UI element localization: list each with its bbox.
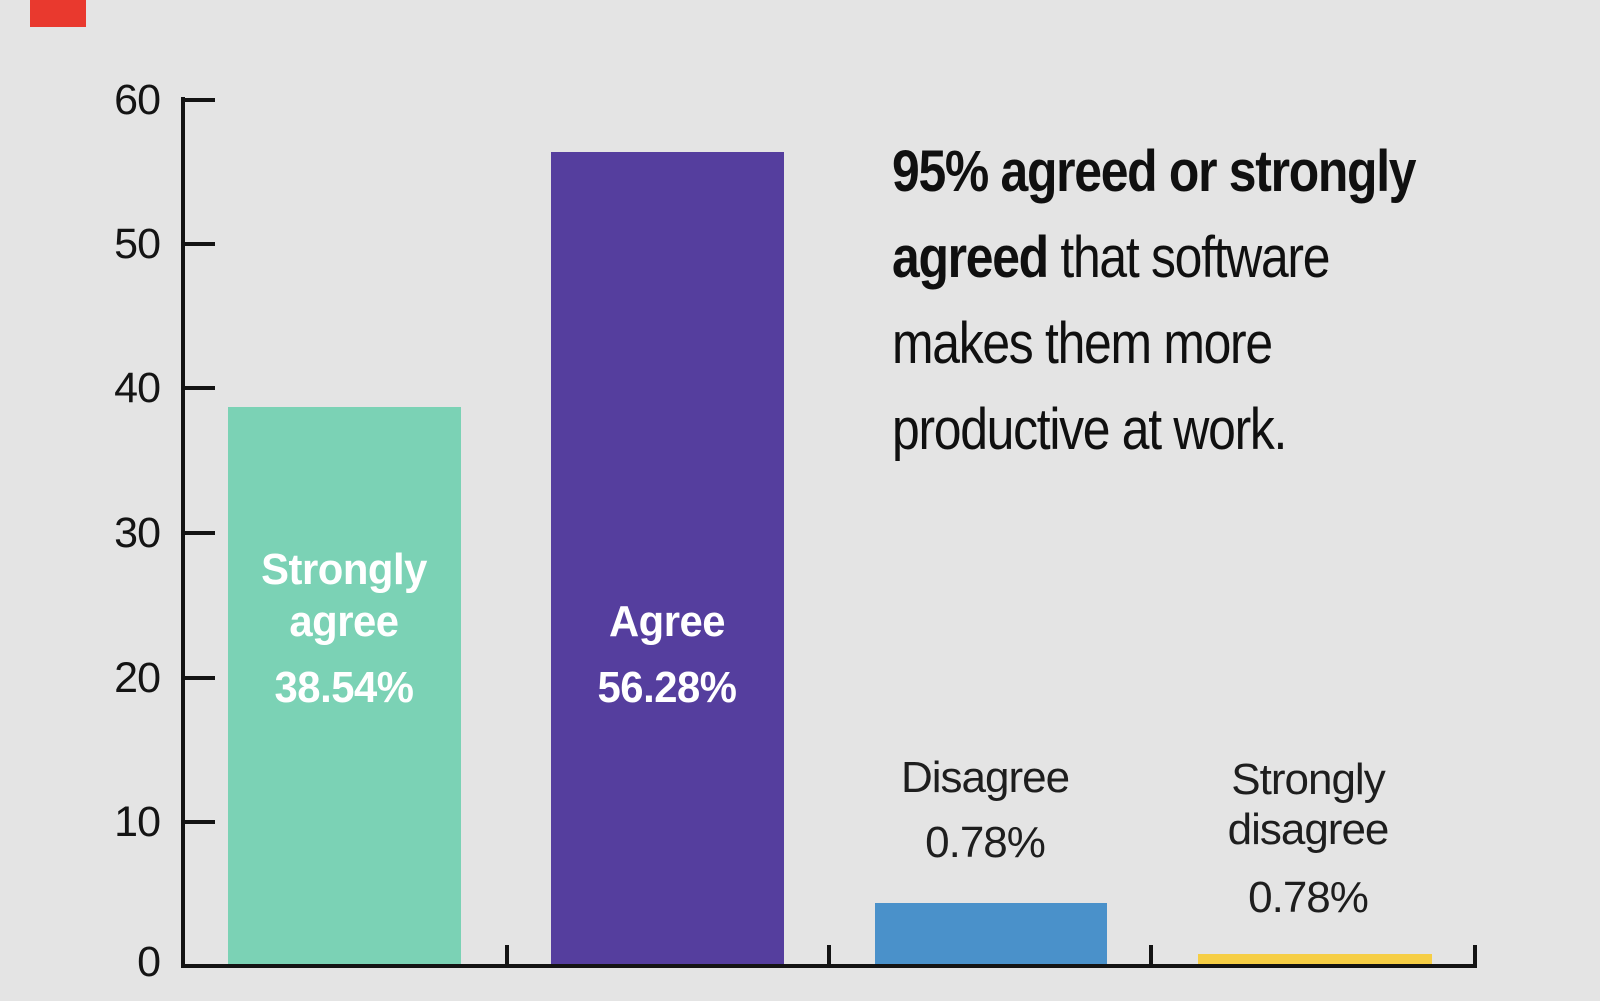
bar-label-agree: Agree: [608, 597, 726, 646]
bar-label-disagree: Disagree: [900, 753, 1070, 802]
y-axis-tick: [185, 242, 215, 246]
headline-line: makes them more: [892, 301, 1415, 387]
bar-label-disagree: 0.78%: [925, 818, 1046, 867]
y-tick-label: 60: [114, 76, 161, 124]
x-axis-tick: [505, 945, 509, 964]
bar-disagree: [875, 903, 1107, 964]
y-axis-tick: [185, 820, 215, 824]
headline-regular-segment: makes them more: [892, 311, 1273, 376]
bar-agree: [551, 152, 784, 964]
bar-label-strongly-disagree: 0.78%: [1248, 873, 1369, 922]
y-axis-tick: [185, 676, 215, 680]
y-axis-line: [181, 97, 185, 968]
y-axis-tick: [185, 386, 215, 390]
red-marker-box: [30, 0, 86, 27]
headline-line: productive at work.: [892, 387, 1415, 473]
x-axis-tick: [1473, 945, 1477, 964]
y-axis-tick: [185, 98, 215, 102]
bar-label-strongly-agree: agree: [289, 597, 399, 646]
x-axis-tick: [1149, 945, 1153, 964]
y-tick-label: 40: [114, 364, 161, 412]
y-axis-tick: [185, 531, 215, 535]
x-axis-line: [181, 964, 1477, 968]
bar-strongly-disagree: [1198, 954, 1432, 964]
bar-label-strongly-agree: Strongly: [261, 545, 427, 594]
bar-label-strongly-agree: 38.54%: [274, 663, 414, 712]
y-tick-label: 30: [114, 509, 161, 557]
y-tick-label: 0: [137, 938, 161, 986]
y-tick-label: 50: [114, 220, 161, 268]
bar-label-strongly-disagree: Strongly: [1231, 755, 1385, 804]
bar-label-strongly-disagree: disagree: [1227, 805, 1390, 854]
y-tick-label: 20: [114, 654, 161, 702]
headline-line: agreed that software: [892, 215, 1415, 301]
headline-line: 95% agreed or strongly: [892, 129, 1417, 215]
bar-strongly-agree: [228, 407, 461, 964]
x-axis-tick: [827, 945, 831, 964]
headline-regular-segment: that software: [1047, 225, 1330, 290]
headline-bold-segment: agreed: [892, 225, 1049, 290]
headline-regular-segment: productive at work.: [892, 397, 1287, 462]
headline-text: 95% agreed or strongly agreed that softw…: [892, 129, 1417, 473]
bar-label-agree: 56.28%: [597, 663, 737, 712]
headline-bold-segment: 95% agreed or strongly: [892, 139, 1417, 204]
y-tick-label: 10: [114, 798, 161, 846]
